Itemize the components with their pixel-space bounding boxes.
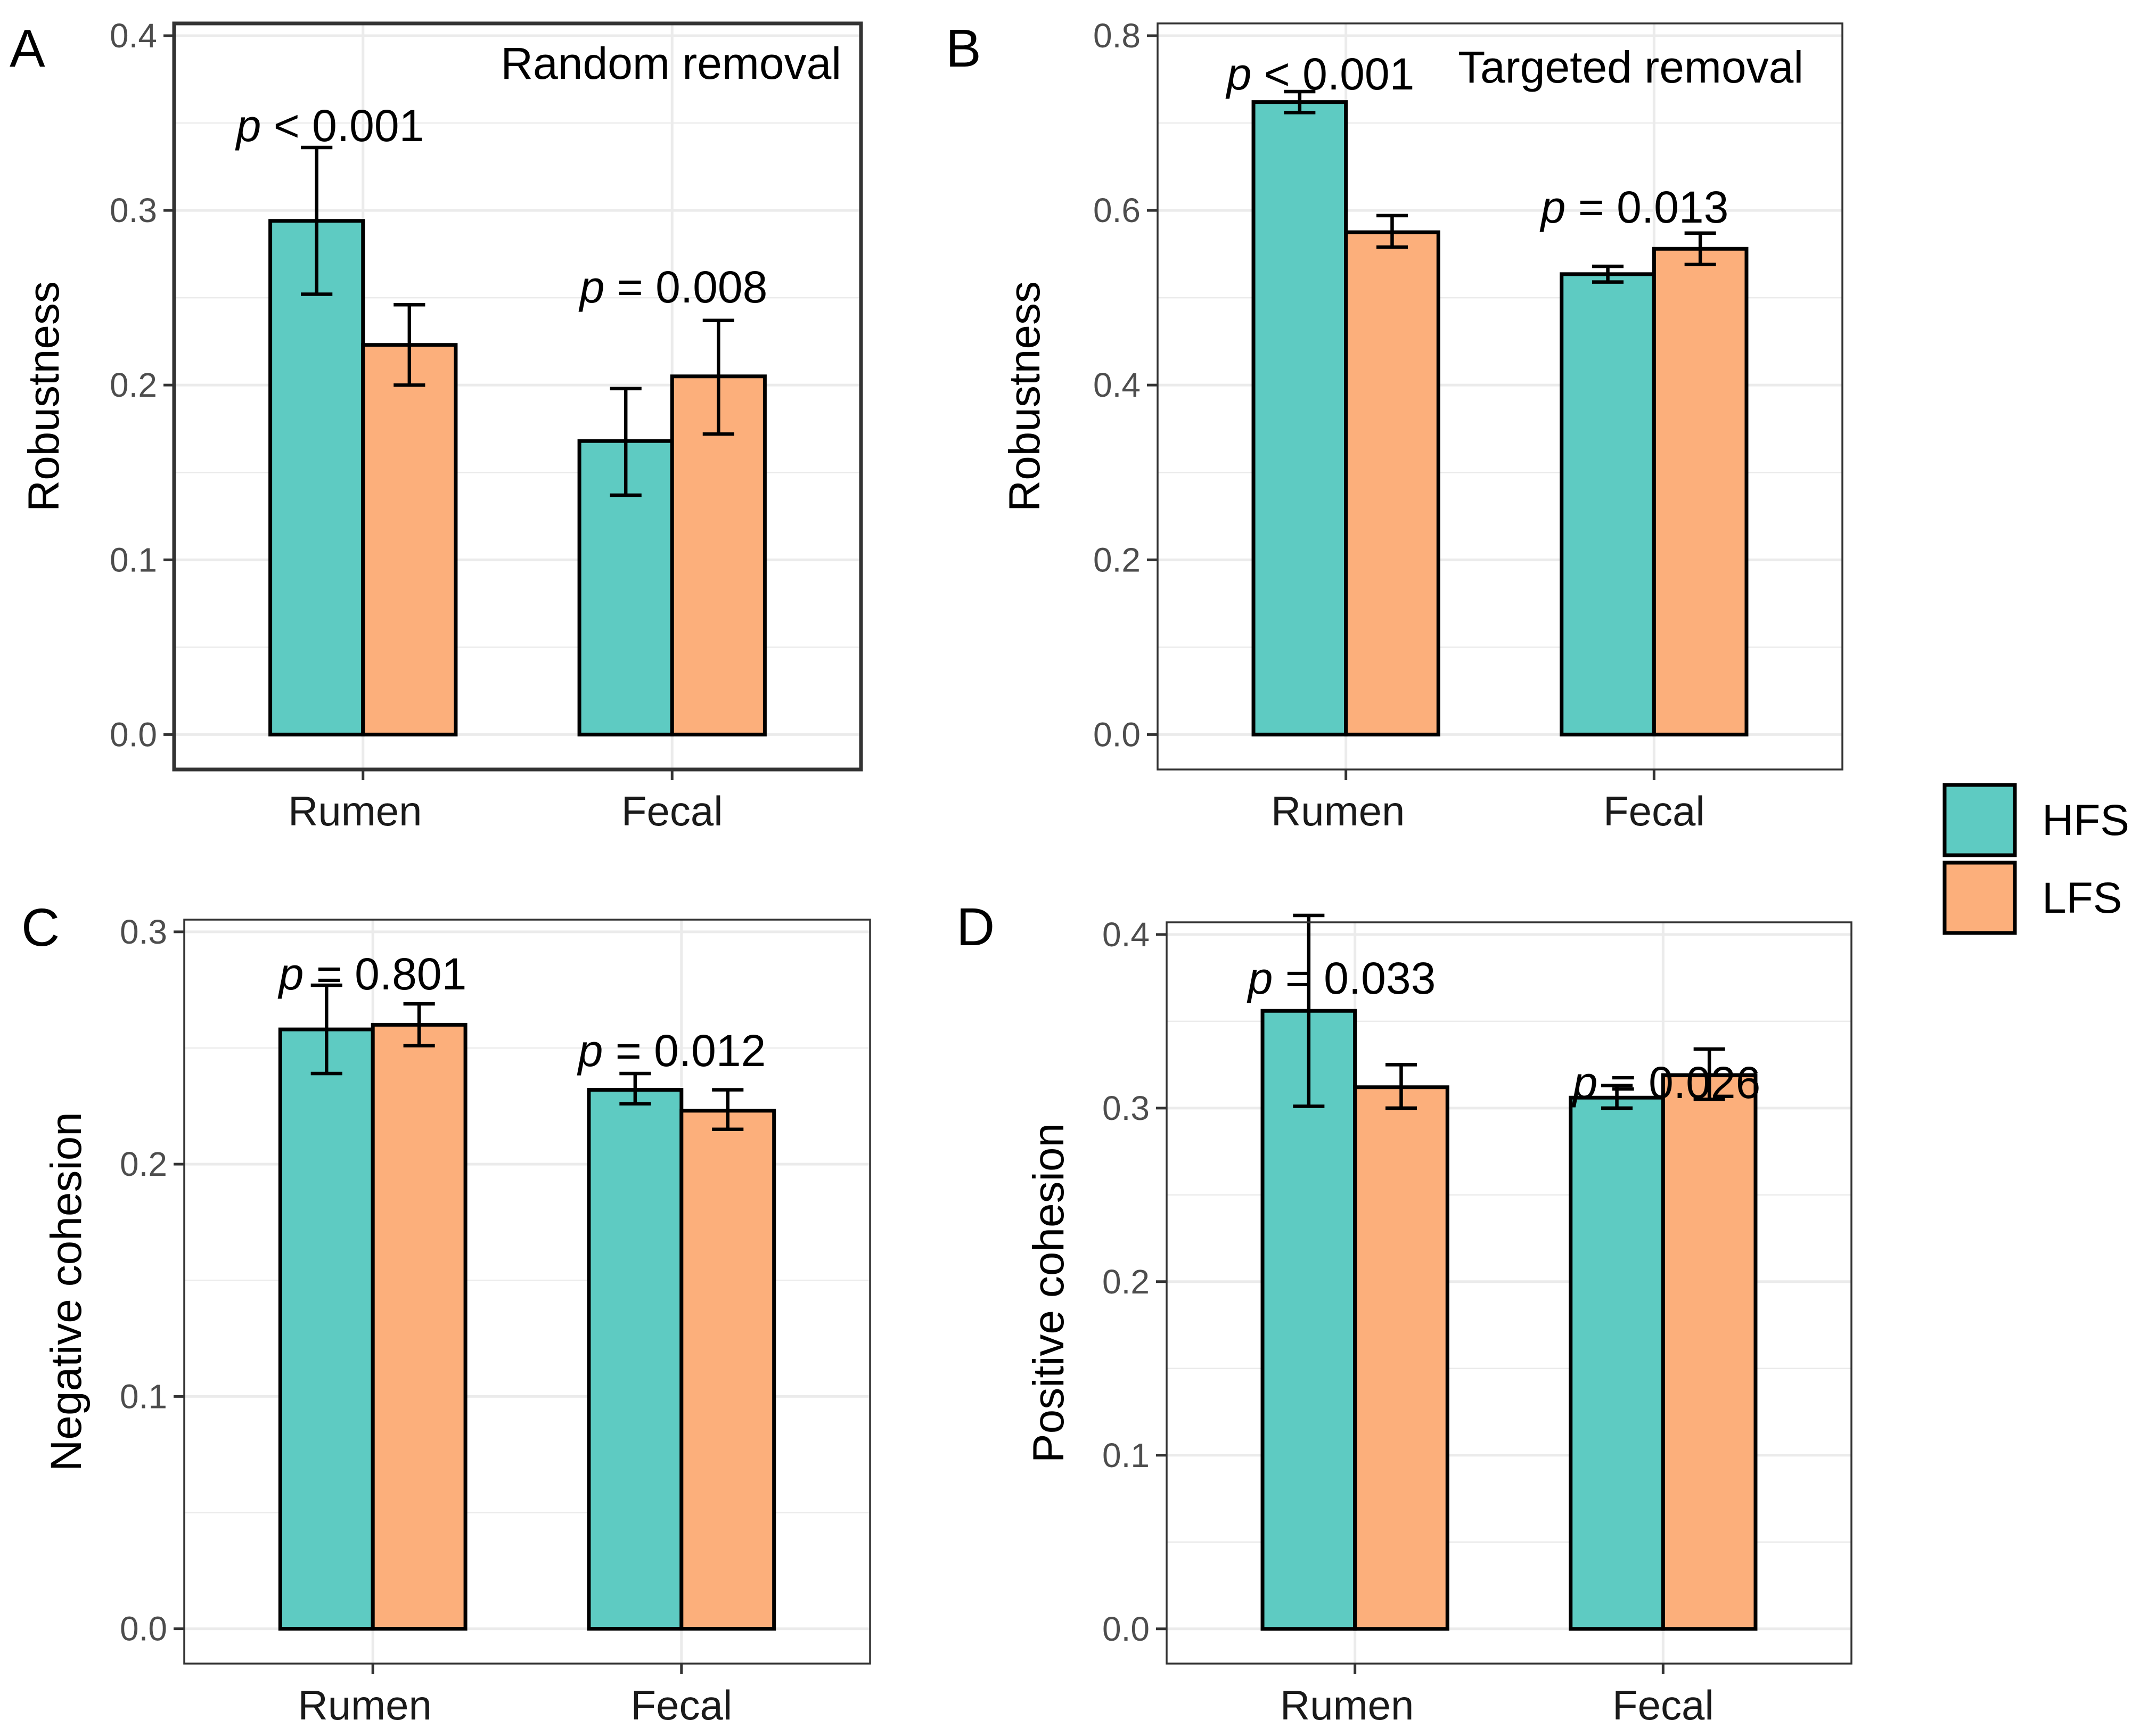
p-value-label: p < 0.001	[235, 101, 424, 151]
p-value-text: = 0.012	[603, 1026, 766, 1076]
y-tick-label: 0.4	[1102, 915, 1150, 954]
p-value-label: p = 0.801	[277, 949, 467, 999]
bar-hfs-rumen	[278, 1027, 375, 1631]
panel-letter-b: B	[946, 19, 981, 78]
panel-annotation: Random removal	[501, 38, 841, 88]
chart-panel-d: D 0.0 0.1 0.2 0.3 0.4 Rumen Fecal Positive cohes…	[956, 897, 1852, 1729]
p-value-symbol: p	[235, 101, 261, 151]
legend: HFS LFS	[1942, 783, 2129, 935]
plot-border	[1157, 22, 1843, 771]
p-value-symbol: p	[1539, 182, 1566, 232]
y-axis-title: Robustness	[1001, 281, 1049, 512]
p-value-text: = 0.033	[1273, 953, 1436, 1003]
p-value-text: = 0.026	[1597, 1058, 1760, 1108]
p-value-symbol: p	[1225, 49, 1252, 99]
plot-border	[1166, 921, 1852, 1665]
p-value-symbol: p	[577, 1026, 603, 1076]
y-tick-label: 0.3	[120, 913, 167, 951]
bar-lfs-fecal	[679, 1109, 776, 1631]
panel-letter-d: D	[956, 897, 995, 957]
p-value-label: p = 0.012	[577, 1026, 766, 1076]
y-tick-label: 0.3	[1102, 1089, 1150, 1127]
x-tick-label-fecal: Fecal	[621, 788, 723, 834]
x-tick-label-rumen: Rumen	[288, 788, 422, 834]
y-tick-label: 0.4	[1093, 366, 1141, 404]
y-tick-label: 0.2	[1093, 541, 1141, 579]
y-axis-title: Negative cohesion	[42, 1112, 91, 1471]
y-tick-label: 0.4	[110, 17, 157, 55]
plot-border	[183, 919, 871, 1665]
chart-panel-a: A 0.0 0.1 0.2 0.3 0.4 Rumen Fecal Robustness Rand…	[10, 17, 863, 834]
y-tick-label: 0.0	[120, 1610, 167, 1648]
bar-hfs-fecal	[1569, 1095, 1665, 1631]
bar-hfs-rumen	[268, 219, 365, 736]
p-value-symbol: p	[578, 262, 605, 312]
x-tick-label-rumen: Rumen	[298, 1682, 431, 1729]
p-value-symbol: p	[277, 949, 304, 999]
chart-panel-b: B 0.0 0.2 0.4 0.6 0.8 Rumen Fecal Robustness Targ…	[946, 17, 1843, 834]
panel-letter-a: A	[10, 19, 45, 78]
bar-hfs-fecal	[1560, 272, 1656, 736]
p-value-label: p = 0.013	[1539, 182, 1729, 232]
bar-lfs-rumen	[371, 1022, 468, 1631]
p-value-text: < 0.001	[261, 101, 424, 151]
bar-lfs-rumen	[1344, 230, 1440, 736]
y-tick-label: 0.2	[110, 366, 157, 404]
p-value-label: p = 0.033	[1247, 953, 1436, 1003]
p-value-text: = 0.013	[1565, 182, 1728, 232]
bar-lfs-fecal	[1661, 1073, 1758, 1631]
chart-panel-c: C 0.0 0.1 0.2 0.3 Rumen Fecal Negative cohesion…	[21, 898, 871, 1729]
p-value-symbol: p	[1571, 1058, 1598, 1108]
p-value-text: < 0.001	[1251, 49, 1414, 99]
p-value-label: p = 0.026	[1571, 1058, 1761, 1108]
x-tick-label-fecal: Fecal	[1612, 1682, 1714, 1729]
y-tick-label: 0.0	[1102, 1610, 1150, 1648]
y-tick-label: 0.2	[1102, 1263, 1150, 1301]
bar-lfs-fecal	[670, 374, 767, 736]
bar-hfs-rumen	[1251, 100, 1348, 736]
y-tick-label: 0.0	[110, 715, 157, 754]
legend-label-hfs: HFS	[2042, 796, 2129, 845]
y-axis-title: Robustness	[20, 281, 68, 512]
y-tick-label: 0.2	[120, 1145, 167, 1183]
x-tick-label-rumen: Rumen	[1271, 788, 1405, 834]
x-tick-label-fecal: Fecal	[630, 1682, 732, 1729]
bar-lfs-fecal	[1652, 247, 1749, 736]
y-tick-label: 0.0	[1093, 715, 1141, 754]
plot-border	[172, 21, 863, 772]
y-tick-label: 0.1	[110, 541, 157, 579]
y-axis-title: Positive cohesion	[1024, 1123, 1073, 1463]
p-value-symbol: p	[1247, 953, 1273, 1003]
p-value-text: = 0.801	[304, 949, 466, 999]
legend-label-lfs: LFS	[2042, 874, 2122, 922]
legend-key-hfs	[1942, 783, 2017, 857]
p-value-text: = 0.008	[604, 262, 767, 312]
legend-key-lfs	[1942, 861, 2017, 935]
panel-annotation: Targeted removal	[1458, 42, 1803, 92]
x-tick-label-fecal: Fecal	[1603, 788, 1705, 834]
y-tick-label: 0.6	[1093, 191, 1141, 230]
y-tick-label: 0.8	[1093, 17, 1141, 55]
bar-hfs-fecal	[587, 1088, 684, 1631]
p-value-label: p = 0.008	[578, 262, 768, 312]
panel-letter-c: C	[21, 898, 60, 957]
bar-lfs-rumen	[1353, 1085, 1449, 1631]
bar-lfs-rumen	[361, 343, 458, 736]
y-tick-label: 0.1	[120, 1377, 167, 1415]
p-value-label: p < 0.001	[1225, 49, 1415, 99]
y-tick-label: 0.3	[110, 191, 157, 230]
y-tick-label: 0.1	[1102, 1436, 1150, 1475]
x-tick-label-rumen: Rumen	[1280, 1682, 1414, 1729]
